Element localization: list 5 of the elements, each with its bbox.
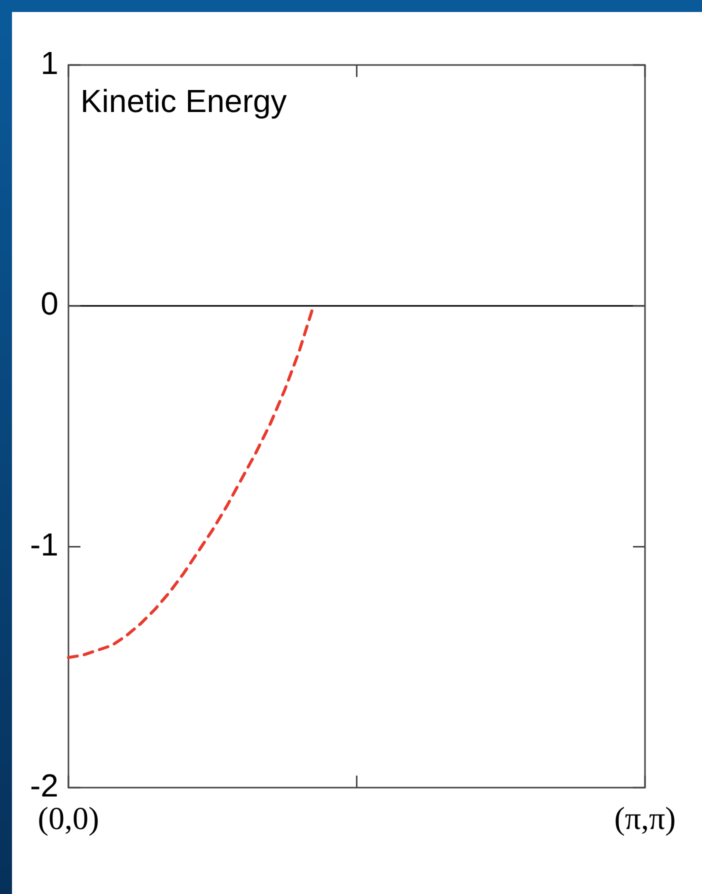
text: Kinetic Energy	[80, 82, 287, 119]
y-tick-label: 1	[40, 44, 58, 81]
x-tick-label: (π,π)	[614, 800, 676, 836]
y-tick-label: -1	[30, 526, 58, 563]
y-tick-label: 0	[40, 286, 58, 322]
